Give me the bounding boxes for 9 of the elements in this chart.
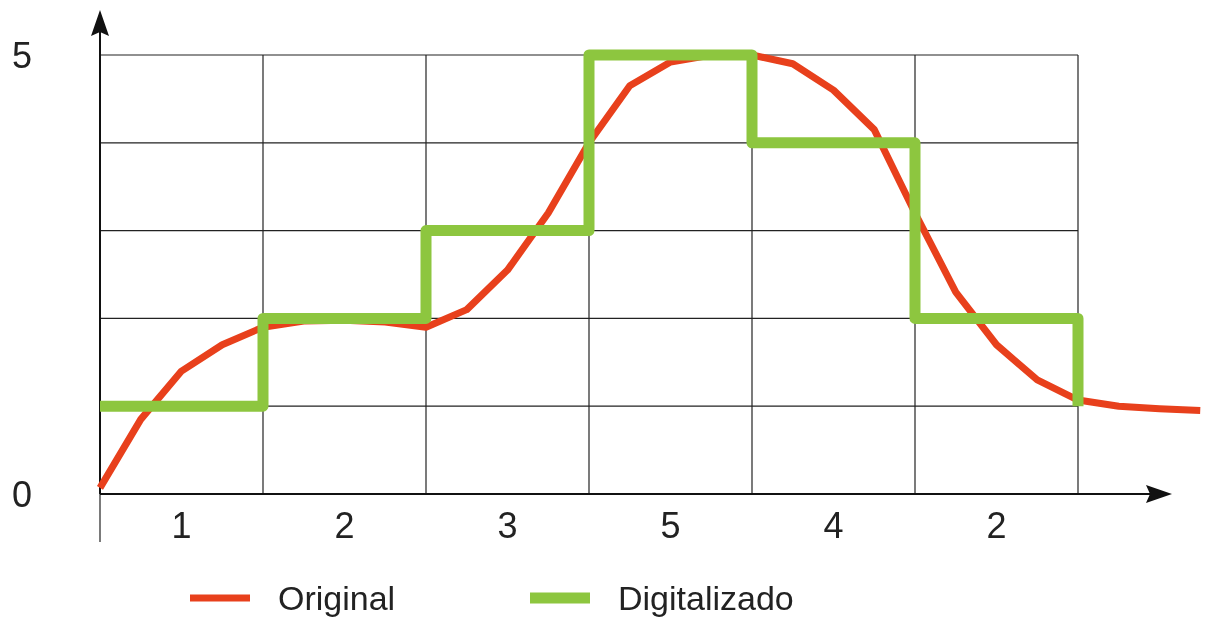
x-tick-label: 2 (334, 504, 355, 546)
x-tick-label: 2 (986, 504, 1007, 546)
legend-label: Original (278, 578, 396, 617)
x-tick-label: 3 (497, 504, 518, 546)
x-tick-label: 1 (171, 504, 192, 546)
legend-label: Digitalizado (618, 578, 794, 617)
y-tick-label: 0 (11, 473, 33, 515)
x-tick-label: 4 (823, 504, 844, 546)
x-tick-label: 5 (660, 504, 681, 546)
